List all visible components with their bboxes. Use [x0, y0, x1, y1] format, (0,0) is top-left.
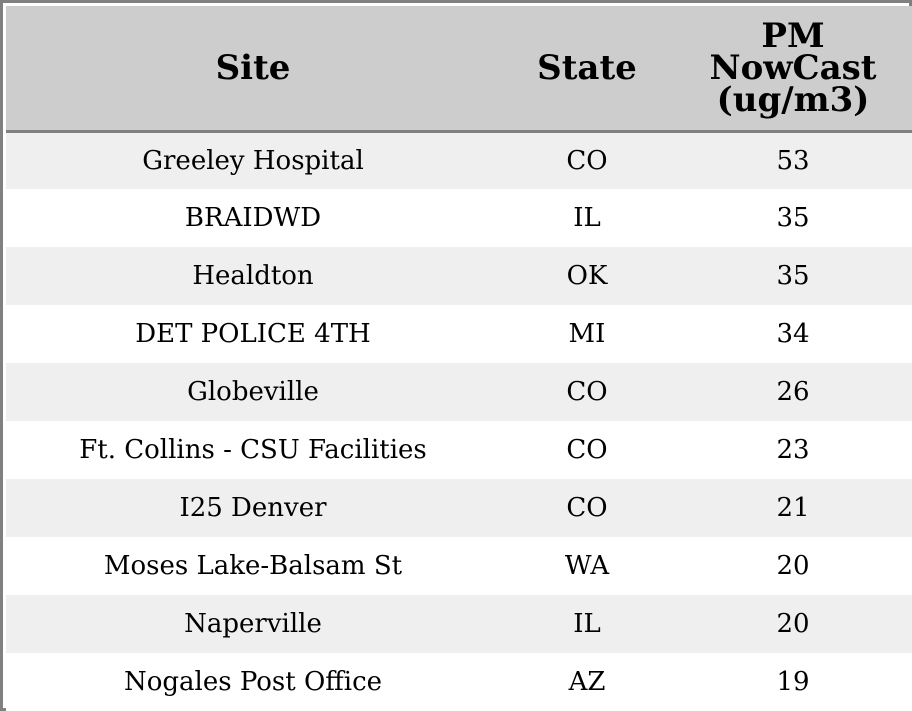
cell-state: WA	[564, 551, 610, 581]
cell-state: CO	[566, 435, 608, 465]
cell-site: Moses Lake-Balsam St	[103, 551, 403, 581]
cell-pm: 21	[776, 493, 810, 523]
table-body: Greeley Hospital CO 53 BRAIDWD IL 35 Healdton O…	[6, 131, 912, 711]
cell-state: OK	[566, 261, 608, 291]
cell-site: Ft. Collins - CSU Facilities	[79, 435, 427, 465]
cell-site: DET POLICE 4TH	[135, 319, 371, 349]
table-row: Healdton OK 35	[6, 247, 912, 305]
cell-state: CO	[566, 493, 608, 523]
cell-pm: 35	[776, 261, 810, 291]
cell-site: Greeley Hospital	[142, 145, 364, 176]
cell-site: I25 Denver	[179, 493, 327, 523]
cell-state: AZ	[568, 667, 606, 697]
table-row: Ft. Collins - CSU Facilities CO 23	[6, 421, 912, 479]
cell-pm: 34	[776, 319, 810, 349]
cell-state: CO	[566, 145, 608, 176]
cell-pm: 20	[776, 609, 810, 639]
column-header-site-line: Site	[215, 47, 291, 88]
column-header-pm-line-3: (ug/m3)	[716, 79, 870, 120]
cell-site: Nogales Post Office	[123, 667, 383, 697]
table-row: BRAIDWD IL 35	[6, 189, 912, 247]
cell-pm: 19	[776, 667, 810, 697]
cell-pm: 35	[776, 203, 810, 233]
column-header-pm-line-1: PM	[761, 15, 825, 56]
header-row: Site State PM NowCast (ug/m3)	[6, 6, 912, 133]
cell-state: MI	[568, 319, 606, 349]
pm-nowcast-table: Site State PM NowCast (ug/m3) Greeley Ho…	[6, 6, 912, 711]
table-row: Nogales Post Office AZ 19	[6, 653, 912, 711]
column-header-state-line: State	[537, 47, 637, 88]
cell-site: Globeville	[187, 377, 319, 407]
cell-site: Naperville	[184, 609, 322, 639]
cell-pm: 53	[776, 145, 810, 176]
table-row: Moses Lake-Balsam St WA 20	[6, 537, 912, 595]
cell-state: IL	[573, 609, 601, 639]
cell-state: IL	[573, 203, 601, 233]
table-row: Naperville IL 20	[6, 595, 912, 653]
cell-pm: 20	[776, 551, 810, 581]
column-header-pm-nowcast: PM NowCast (ug/m3)	[674, 6, 912, 133]
cell-pm: 23	[776, 435, 810, 465]
cell-state: CO	[566, 377, 608, 407]
column-header-pm-line-2: NowCast	[709, 47, 877, 88]
cell-site: BRAIDWD	[184, 203, 322, 233]
table-row: Globeville CO 26	[6, 363, 912, 421]
table-row: I25 Denver CO 21	[6, 479, 912, 537]
table-row: Greeley Hospital CO 53	[6, 131, 912, 189]
cell-site: Healdton	[192, 261, 314, 291]
table-header: Site State PM NowCast (ug/m3)	[6, 6, 912, 133]
column-header-state: State	[500, 6, 674, 133]
table-row: DET POLICE 4TH MI 34	[6, 305, 912, 363]
column-header-site: Site	[6, 6, 500, 133]
cell-pm: 26	[776, 377, 810, 407]
